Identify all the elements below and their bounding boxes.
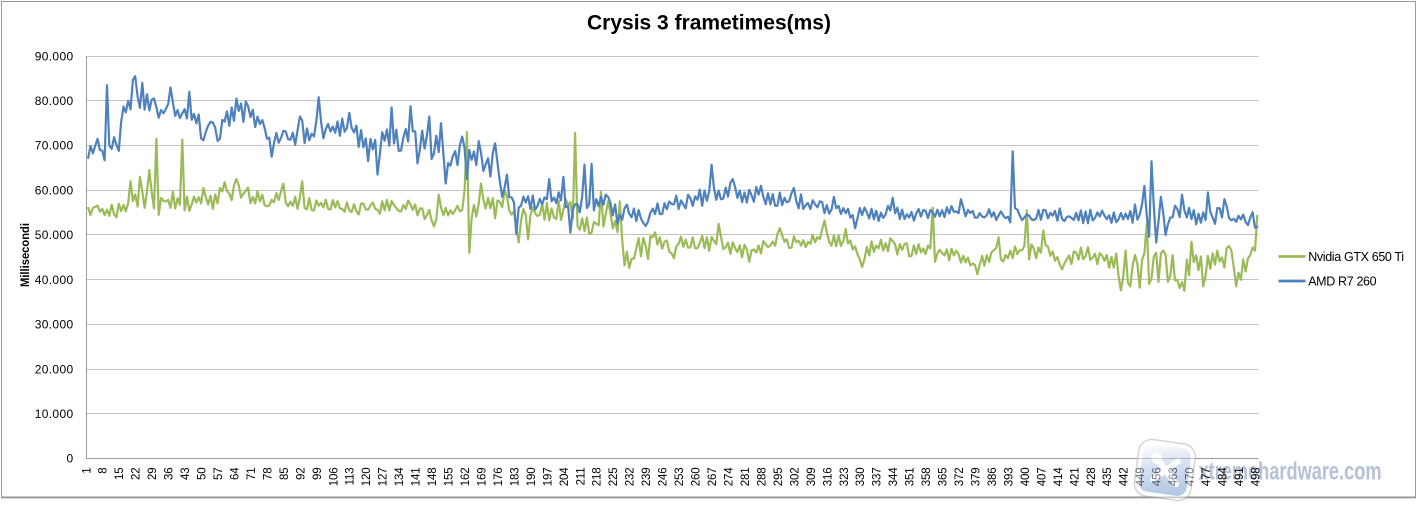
svg-text:344: 344	[888, 467, 900, 486]
svg-text:Millisecondi: Millisecondi	[18, 223, 32, 287]
svg-text:80.000: 80.000	[35, 94, 74, 108]
svg-text:169: 169	[477, 468, 489, 487]
svg-text:302: 302	[789, 468, 801, 487]
svg-text:106: 106	[328, 468, 340, 487]
svg-text:10.000: 10.000	[35, 407, 74, 421]
svg-text:267: 267	[707, 468, 719, 487]
svg-text:295: 295	[773, 468, 785, 487]
svg-text:274: 274	[724, 467, 736, 486]
svg-text:211: 211	[575, 468, 587, 486]
svg-text:57: 57	[213, 468, 225, 481]
svg-text:225: 225	[608, 468, 620, 487]
svg-text:498: 498	[1250, 468, 1262, 487]
svg-text:393: 393	[1003, 468, 1015, 487]
svg-text:316: 316	[822, 468, 834, 487]
svg-text:40.000: 40.000	[35, 273, 74, 287]
svg-text:309: 309	[806, 468, 818, 487]
svg-text:141: 141	[411, 468, 423, 487]
svg-text:8: 8	[98, 468, 110, 474]
svg-text:Nvidia GTX 650 Ti: Nvidia GTX 650 Ti	[1308, 250, 1403, 264]
svg-text:148: 148	[427, 468, 439, 487]
svg-text:127: 127	[378, 468, 390, 487]
svg-text:155: 155	[444, 468, 456, 487]
svg-text:428: 428	[1086, 468, 1098, 487]
svg-text:113: 113	[345, 468, 357, 486]
svg-text:176: 176	[493, 468, 505, 487]
svg-text:442: 442	[1119, 468, 1131, 487]
svg-text:218: 218	[592, 468, 604, 487]
svg-text:120: 120	[361, 468, 373, 487]
svg-text:365: 365	[938, 468, 950, 487]
svg-text:15: 15	[114, 468, 126, 481]
svg-text:162: 162	[460, 468, 472, 487]
svg-text:60.000: 60.000	[35, 183, 74, 197]
svg-text:281: 281	[740, 468, 752, 487]
svg-text:204: 204	[559, 467, 571, 486]
svg-text:351: 351	[905, 468, 917, 487]
svg-text:20.000: 20.000	[35, 362, 74, 376]
svg-text:386: 386	[987, 468, 999, 487]
svg-text:71: 71	[246, 468, 258, 481]
svg-text:29: 29	[147, 468, 159, 481]
svg-text:435: 435	[1102, 468, 1114, 487]
svg-text:183: 183	[509, 468, 521, 487]
svg-text:Crysis 3 frametimes(ms): Crysis 3 frametimes(ms)	[587, 12, 831, 35]
svg-text:323: 323	[839, 468, 851, 487]
svg-text:372: 372	[954, 468, 966, 487]
svg-text:43: 43	[180, 468, 192, 481]
svg-text:36: 36	[164, 468, 176, 481]
svg-text:288: 288	[756, 468, 768, 487]
svg-text:0: 0	[66, 452, 73, 466]
svg-text:134: 134	[394, 467, 406, 486]
svg-text:358: 358	[921, 468, 933, 487]
svg-text:407: 407	[1036, 468, 1048, 487]
svg-text:70.000: 70.000	[35, 139, 74, 153]
svg-text:253: 253	[674, 468, 686, 487]
svg-text:92: 92	[295, 468, 307, 481]
svg-text:190: 190	[526, 468, 538, 487]
svg-text:197: 197	[542, 468, 554, 487]
svg-text:246: 246	[658, 468, 670, 487]
svg-text:421: 421	[1069, 468, 1081, 487]
svg-text:337: 337	[872, 468, 884, 487]
svg-text:330: 330	[855, 468, 867, 487]
svg-text:491: 491	[1234, 468, 1246, 487]
svg-text:90.000: 90.000	[35, 49, 74, 63]
svg-text:1: 1	[81, 468, 93, 474]
svg-text:239: 239	[641, 468, 653, 487]
svg-text:50: 50	[197, 468, 209, 481]
svg-text:AMD R7 260: AMD R7 260	[1308, 275, 1376, 289]
svg-text:414: 414	[1053, 467, 1065, 486]
svg-text:484: 484	[1218, 467, 1230, 486]
svg-text:379: 379	[971, 468, 983, 487]
svg-text:477: 477	[1201, 468, 1213, 487]
svg-text:22: 22	[131, 468, 143, 481]
svg-text:30.000: 30.000	[35, 318, 74, 332]
svg-text:260: 260	[691, 468, 703, 487]
svg-text:64: 64	[230, 467, 242, 480]
svg-text:232: 232	[625, 468, 637, 487]
svg-text:50.000: 50.000	[35, 228, 74, 242]
svg-text:xtremehardware.com: xtremehardware.com	[1199, 458, 1382, 486]
svg-text:400: 400	[1020, 468, 1032, 487]
svg-text:85: 85	[279, 468, 291, 481]
svg-text:99: 99	[312, 468, 324, 481]
svg-text:78: 78	[262, 468, 274, 481]
